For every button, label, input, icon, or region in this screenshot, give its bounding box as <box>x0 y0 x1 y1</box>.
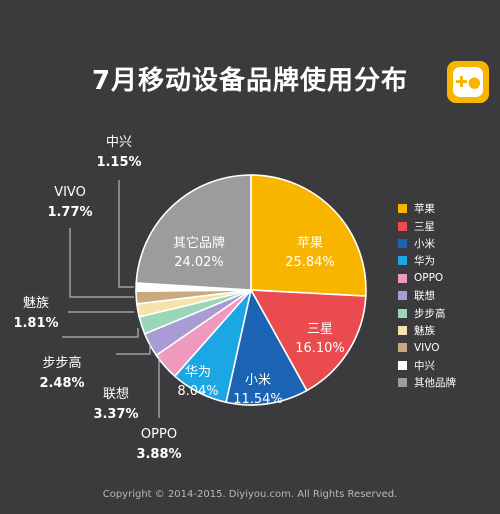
slice-label-1: 三星 <box>307 322 333 337</box>
legend-label: 其他品牌 <box>414 377 456 390</box>
legend-item: 联想 <box>398 287 456 304</box>
slice-value-label-3: 8.04% <box>177 384 218 399</box>
slice-value-label-5: 3.37% <box>93 407 138 422</box>
legend-swatch <box>398 204 407 214</box>
legend-swatch <box>398 238 407 248</box>
copyright-notice: Copyright © 2014-2015. Diyiyou.com. All … <box>102 489 398 500</box>
chart-legend: 苹果三星小米华为 OPPO 联想步步高魅族 VIVO 中兴其他品牌 <box>398 200 456 391</box>
legend-label: 魅族 <box>414 324 435 337</box>
legend-item: 华为 <box>398 252 456 269</box>
slice-value-label-7: 1.81% <box>13 316 58 331</box>
legend-label: 小米 <box>414 237 435 250</box>
legend-label: 苹果 <box>414 203 435 216</box>
legend-swatch <box>398 343 407 353</box>
legend-item: 其他品牌 <box>398 374 456 391</box>
slice-value-label-2: 11.54% <box>233 392 283 407</box>
brand-logo: ✚● <box>447 61 489 103</box>
leader-line-5 <box>116 344 151 355</box>
slice-label-4: OPPO <box>141 427 177 442</box>
slice-value-label-8: 1.77% <box>47 205 92 220</box>
legend-label: 步步高 <box>414 307 446 320</box>
legend-label: 中兴 <box>414 359 435 372</box>
legend-item: 小米 <box>398 235 456 252</box>
slice-value-label-1: 16.10% <box>295 341 345 356</box>
legend-item: 魅族 <box>398 322 456 339</box>
legend-swatch <box>398 273 407 283</box>
legend-swatch <box>398 360 407 370</box>
pie-slice-0 <box>250 174 367 297</box>
slice-label-9: 中兴 <box>106 135 132 150</box>
legend-label: 三星 <box>414 220 435 233</box>
legend-item: 中兴 <box>398 357 456 374</box>
leader-line-8 <box>69 228 134 298</box>
slice-value-label-6: 2.48% <box>39 376 84 391</box>
legend-swatch <box>398 378 407 388</box>
legend-swatch <box>398 291 407 301</box>
legend-item: 步步高 <box>398 304 456 321</box>
slice-label-8: VIVO <box>54 185 86 200</box>
leader-line-4 <box>158 356 162 418</box>
slice-value-label-9: 1.15% <box>96 155 141 170</box>
slice-label-5: 联想 <box>103 386 129 402</box>
legend-label: 华为 <box>414 255 435 268</box>
legend-swatch <box>398 308 407 318</box>
slice-value-label-10: 24.02% <box>174 255 224 270</box>
legend-label: 联想 <box>414 290 435 303</box>
legend-item: 三星 <box>398 217 456 234</box>
legend-item: 苹果 <box>398 200 456 217</box>
legend-swatch <box>398 325 407 335</box>
slice-label-7: 魅族 <box>23 295 49 311</box>
slice-value-label-4: 3.88% <box>136 447 181 462</box>
legend-label: OPPO <box>414 272 444 285</box>
legend-label: VIVO <box>414 341 440 354</box>
pie-slice-2 <box>225 287 308 406</box>
slice-value-label-0: 25.84% <box>285 255 335 270</box>
gamepad-icon: ✚● <box>453 67 483 97</box>
slice-label-10: 其它品牌 <box>173 235 225 251</box>
legend-swatch <box>398 221 407 231</box>
chart-title: 7月移动设备品牌使用分布 <box>91 66 409 96</box>
pie-slice-10 <box>135 174 252 291</box>
leader-line-9 <box>118 180 134 288</box>
slice-label-0: 苹果 <box>297 236 323 251</box>
pie-slice-1 <box>249 289 367 392</box>
slice-label-6: 步步高 <box>42 355 81 371</box>
legend-item: OPPO <box>398 270 456 287</box>
leader-line-6 <box>62 328 139 338</box>
slice-label-2: 小米 <box>245 373 271 388</box>
legend-swatch <box>398 256 407 266</box>
slice-label-3: 华为 <box>185 365 211 380</box>
legend-item: VIVO <box>398 339 456 356</box>
